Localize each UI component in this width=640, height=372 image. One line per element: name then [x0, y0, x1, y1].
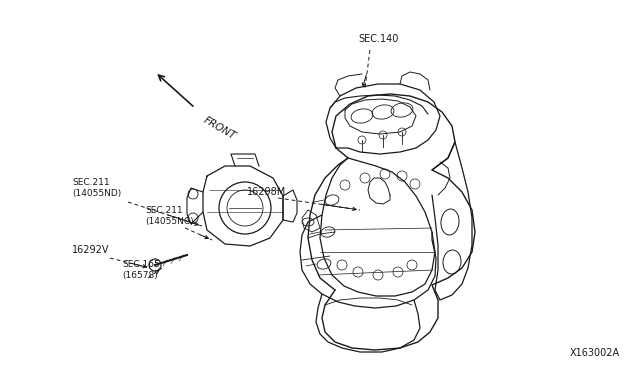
Text: FRONT: FRONT: [202, 115, 237, 141]
Text: X163002A: X163002A: [570, 348, 620, 358]
Text: 16292V: 16292V: [72, 245, 109, 255]
Text: SEC.211
(14055NC): SEC.211 (14055NC): [145, 206, 194, 226]
Text: SEC.211
(14055ND): SEC.211 (14055ND): [72, 178, 121, 198]
Text: 16298M: 16298M: [247, 187, 286, 197]
Text: SEC.140: SEC.140: [358, 34, 398, 44]
Text: SEC.165
(16578): SEC.165 (16578): [122, 260, 160, 280]
